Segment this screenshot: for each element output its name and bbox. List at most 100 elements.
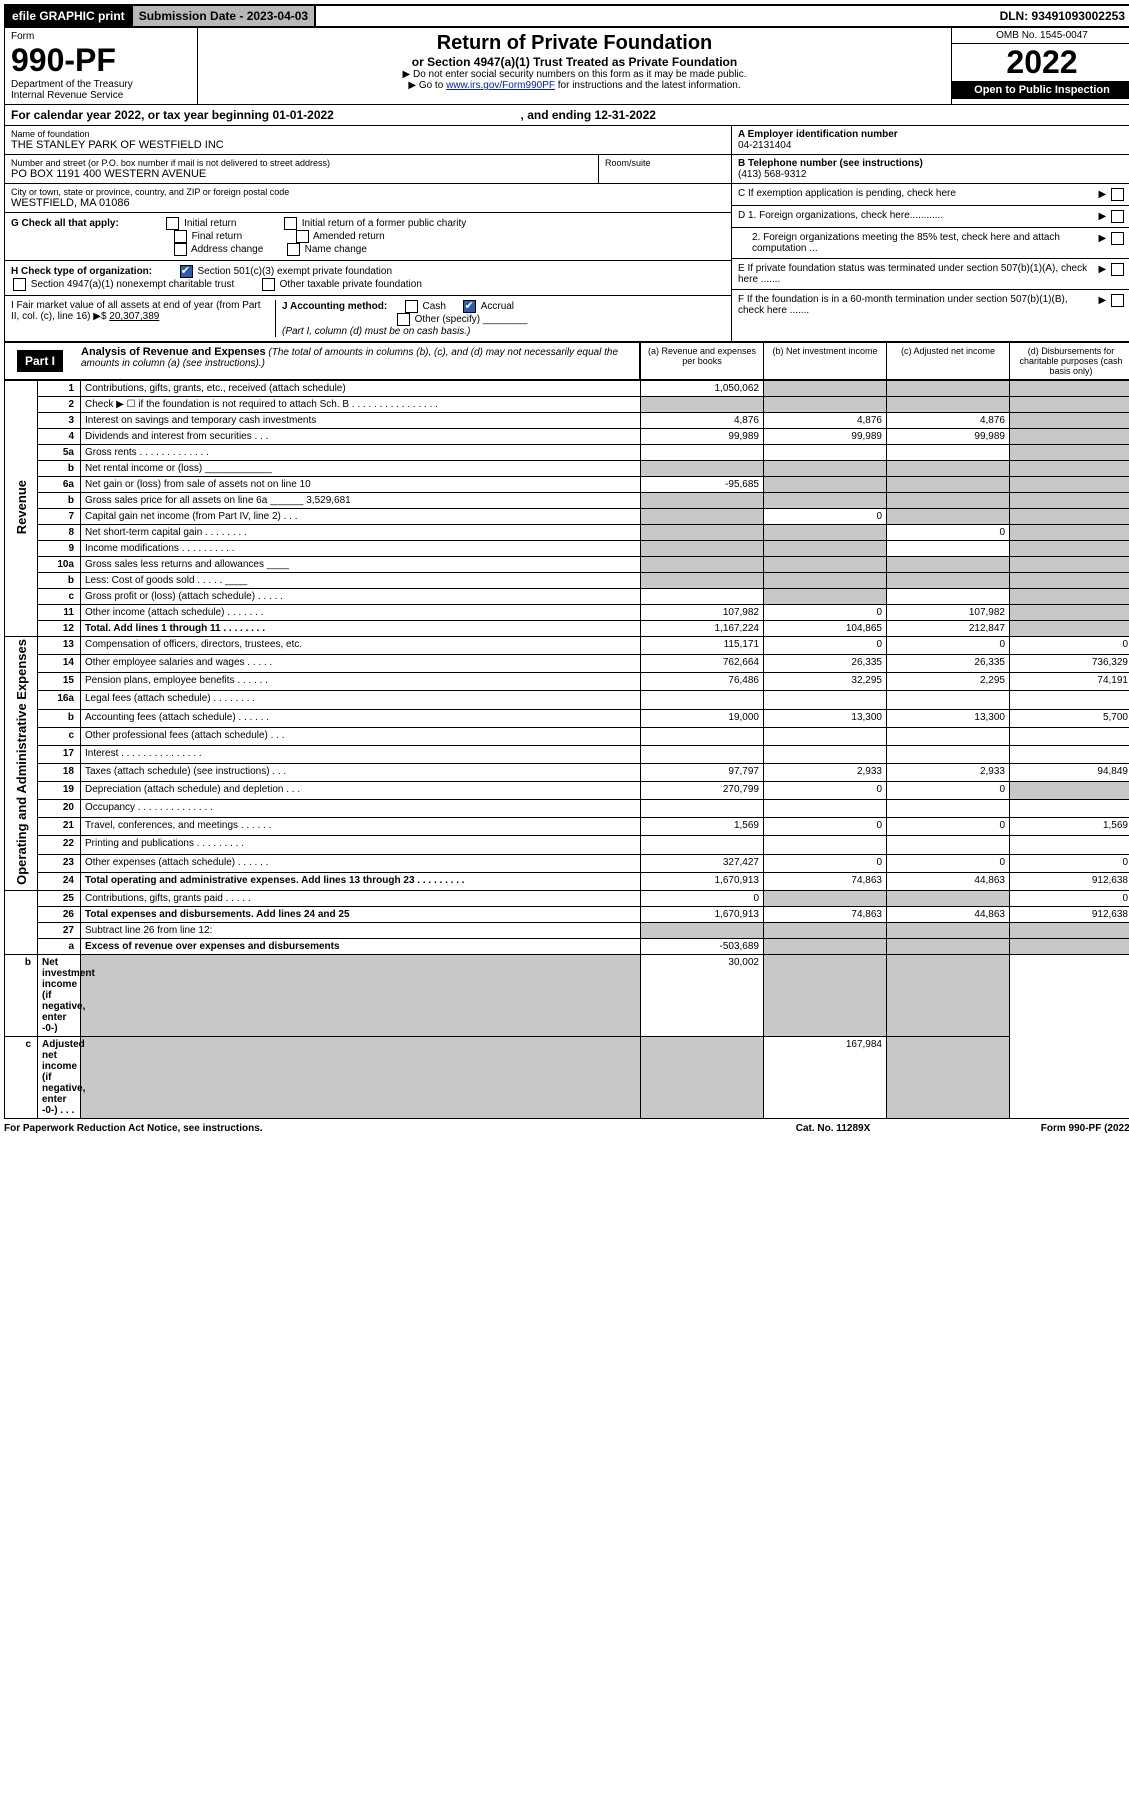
checkbox-address-change[interactable]: [174, 243, 187, 256]
table-row: bNet investment income (if negative, ent…: [5, 954, 1129, 1036]
omb-number: OMB No. 1545-0047: [952, 28, 1129, 44]
cell-value: -95,685: [641, 477, 764, 493]
line-number: 7: [38, 509, 81, 525]
cell-value: [81, 954, 641, 1036]
cell-value: 44,863: [887, 872, 1010, 890]
form-note-1: ▶ Do not enter social security numbers o…: [202, 69, 947, 80]
checkbox-amended[interactable]: [296, 230, 309, 243]
cell-value: 107,982: [887, 605, 1010, 621]
checkbox-cash[interactable]: [405, 300, 418, 313]
cell-value: 1,569: [1010, 818, 1129, 836]
cell-value: 94,849: [1010, 763, 1129, 781]
checkbox-4947[interactable]: [13, 278, 26, 291]
cell-value: 5,700: [1010, 709, 1129, 727]
cell-value: [764, 922, 887, 938]
cell-value: 0: [764, 854, 887, 872]
cell-value: [641, 727, 764, 745]
table-row: 17Interest . . . . . . . . . . . . . . .: [5, 745, 1129, 763]
line-number: b: [38, 461, 81, 477]
line-description: Net rental income or (loss) ____________: [81, 461, 641, 477]
foundation-name: THE STANLEY PARK OF WESTFIELD INC: [11, 139, 725, 151]
table-row: 5aGross rents . . . . . . . . . . . . .: [5, 445, 1129, 461]
checkbox-initial-public[interactable]: [284, 217, 297, 230]
cell-value: [641, 573, 764, 589]
line-number: 22: [38, 836, 81, 854]
table-row: 9Income modifications . . . . . . . . . …: [5, 541, 1129, 557]
cell-value: [887, 691, 1010, 709]
cell-value: [1010, 381, 1129, 397]
ein-value: 04-2131404: [738, 140, 791, 151]
line-description: Other income (attach schedule) . . . . .…: [81, 605, 641, 621]
cell-value: [887, 938, 1010, 954]
cell-value: 0: [764, 509, 887, 525]
table-row: 4Dividends and interest from securities …: [5, 429, 1129, 445]
table-row: 24Total operating and administrative exp…: [5, 872, 1129, 890]
line-description: Net gain or (loss) from sale of assets n…: [81, 477, 641, 493]
cell-value: [764, 836, 887, 854]
line-number: b: [5, 954, 38, 1036]
line-number: 15: [38, 673, 81, 691]
foundation-city: WESTFIELD, MA 01086: [11, 197, 725, 209]
cell-value: 762,664: [641, 655, 764, 673]
checkbox-initial-return[interactable]: [166, 217, 179, 230]
checkbox-f[interactable]: [1111, 294, 1124, 307]
cell-value: [764, 691, 887, 709]
cell-value: [1010, 509, 1129, 525]
cell-value: [1010, 541, 1129, 557]
line-number: b: [38, 709, 81, 727]
cell-value: 74,191: [1010, 673, 1129, 691]
year-end: 12-31-2022: [595, 108, 656, 122]
cell-value: [641, 589, 764, 605]
cell-value: [887, 922, 1010, 938]
line-description: Depreciation (attach schedule) and deple…: [81, 782, 641, 800]
cell-value: 2,933: [887, 763, 1010, 781]
checkbox-name-change[interactable]: [287, 243, 300, 256]
line-description: Capital gain net income (from Part IV, l…: [81, 509, 641, 525]
checkbox-d1[interactable]: [1111, 210, 1124, 223]
checkbox-other-method[interactable]: [397, 313, 410, 326]
cell-value: 0: [641, 890, 764, 906]
form-note-2: ▶ Go to www.irs.gov/Form990PF for instru…: [202, 80, 947, 91]
cell-value: [887, 445, 1010, 461]
cell-value: [887, 557, 1010, 573]
checkbox-other-taxable[interactable]: [262, 278, 275, 291]
checkbox-e[interactable]: [1111, 263, 1124, 276]
cell-value: [887, 745, 1010, 763]
line-number: c: [38, 589, 81, 605]
name-label: Name of foundation: [11, 129, 725, 139]
cell-value: 4,876: [764, 413, 887, 429]
table-row: bAccounting fees (attach schedule) . . .…: [5, 709, 1129, 727]
table-row: 21Travel, conferences, and meetings . . …: [5, 818, 1129, 836]
cell-value: [1010, 621, 1129, 637]
line-description: Subtract line 26 from line 12:: [81, 922, 641, 938]
section-g: G Check all that apply: Initial return I…: [5, 213, 731, 261]
form-page-ref: Form 990-PF (2022): [933, 1123, 1129, 1134]
filer-info-grid: Name of foundation THE STANLEY PARK OF W…: [4, 126, 1129, 342]
room-label: Room/suite: [599, 155, 731, 183]
col-a-header: (a) Revenue and expenses per books: [640, 343, 763, 379]
line-description: Pension plans, employee benefits . . . .…: [81, 673, 641, 691]
table-row: bLess: Cost of goods sold . . . . . ____: [5, 573, 1129, 589]
line-description: Income modifications . . . . . . . . . .: [81, 541, 641, 557]
irs-link[interactable]: www.irs.gov/Form990PF: [446, 80, 555, 91]
table-row: 14Other employee salaries and wages . . …: [5, 655, 1129, 673]
cell-value: 2,933: [764, 763, 887, 781]
checkbox-501c3[interactable]: [180, 265, 193, 278]
checkbox-accrual[interactable]: [463, 300, 476, 313]
cell-value: 115,171: [641, 637, 764, 655]
cell-value: 1,670,913: [641, 872, 764, 890]
cell-value: [641, 922, 764, 938]
cell-value: 912,638: [1010, 906, 1129, 922]
cell-value: [764, 445, 887, 461]
line-number: b: [38, 493, 81, 509]
checkbox-c[interactable]: [1111, 188, 1124, 201]
cell-value: [1010, 589, 1129, 605]
cell-value: [764, 493, 887, 509]
line-description: Gross profit or (loss) (attach schedule)…: [81, 589, 641, 605]
cell-value: [1010, 525, 1129, 541]
line-number: 19: [38, 782, 81, 800]
cell-value: [887, 573, 1010, 589]
table-row: bGross sales price for all assets on lin…: [5, 493, 1129, 509]
checkbox-final-return[interactable]: [174, 230, 187, 243]
checkbox-d2[interactable]: [1111, 232, 1124, 245]
